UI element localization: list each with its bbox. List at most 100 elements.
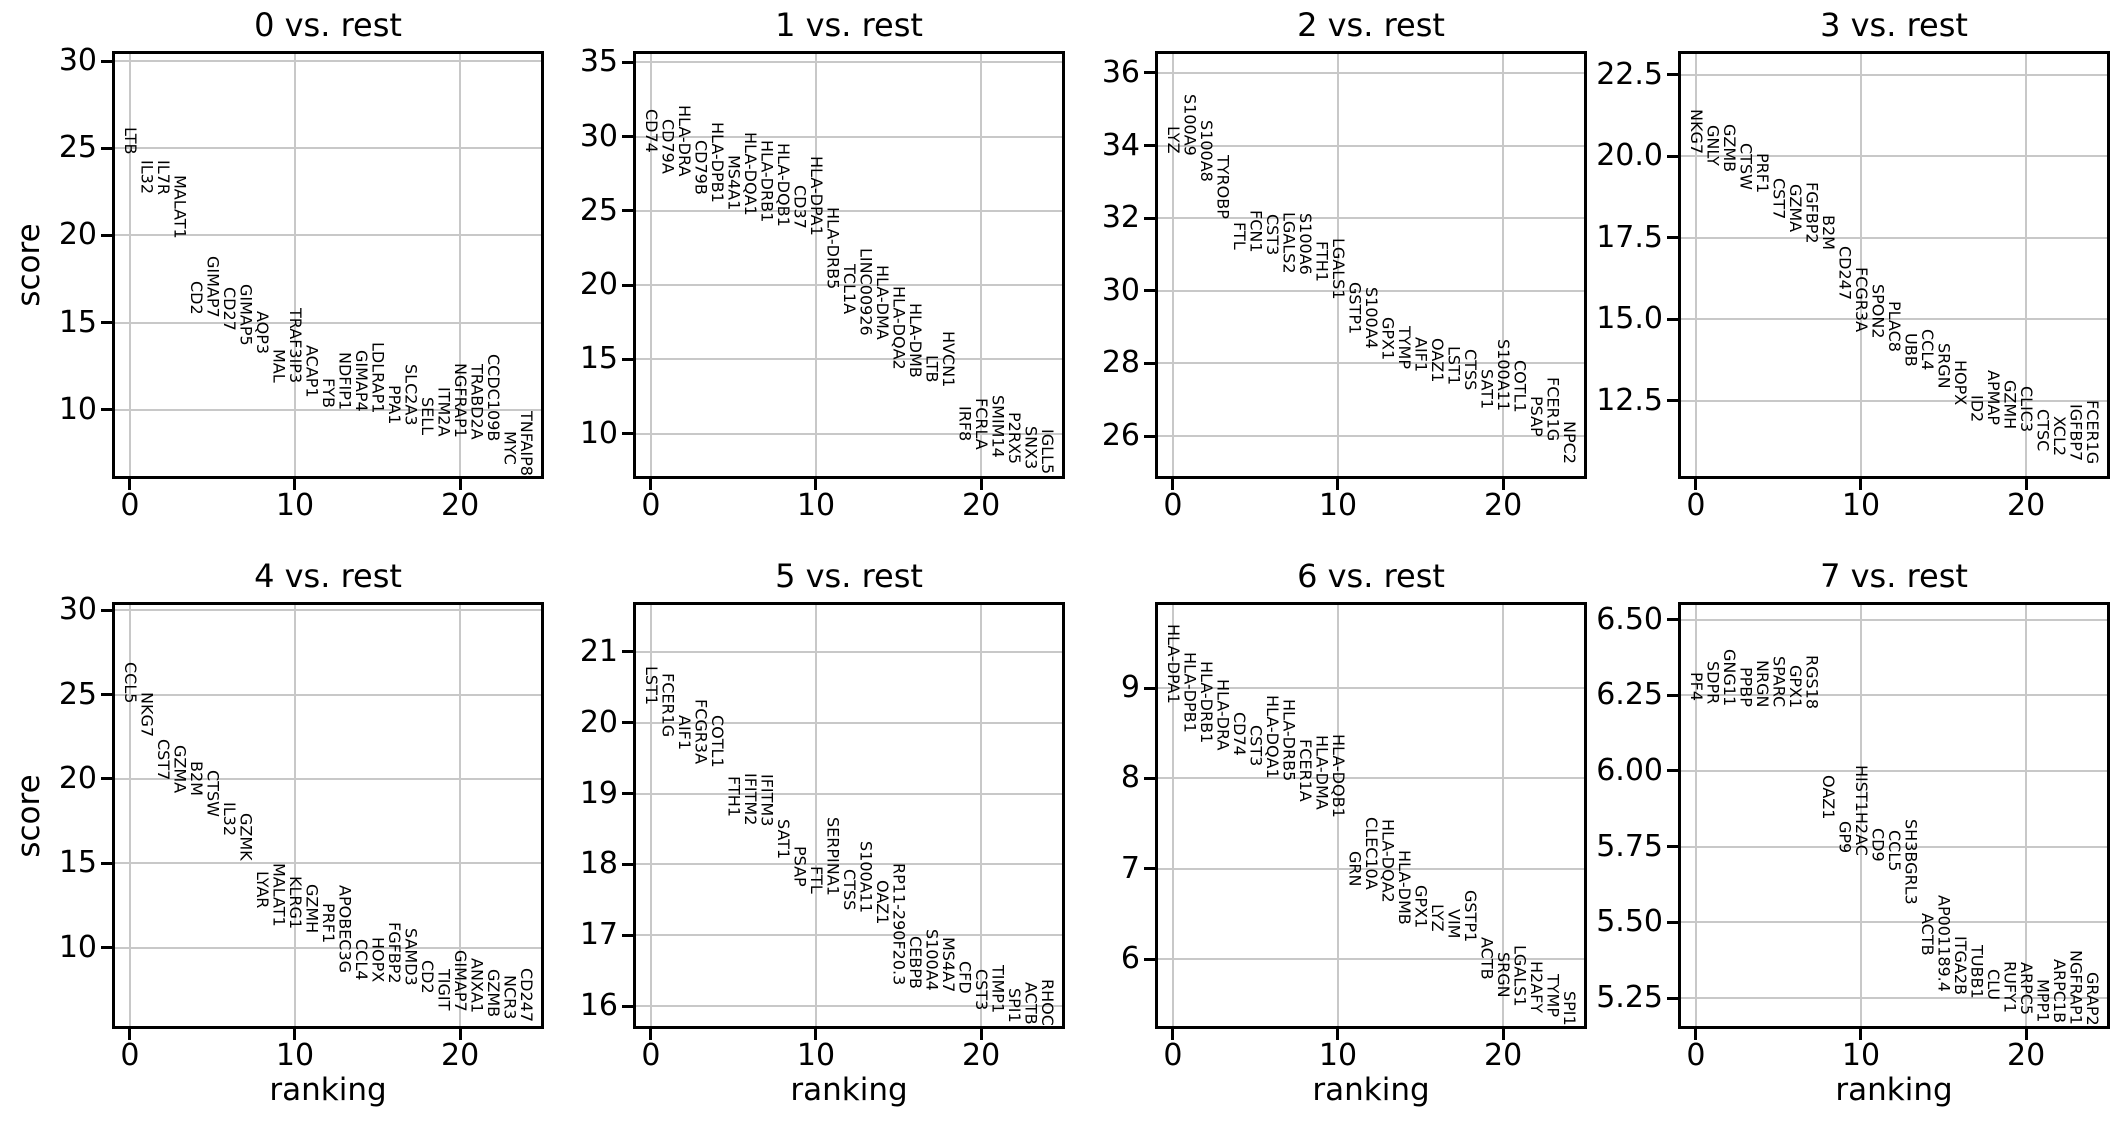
y-tick-label: 5.50: [1596, 904, 1663, 940]
y-tick-mark: [622, 209, 633, 213]
gene-label: SRGN: [1494, 952, 1514, 998]
gridline-horizontal: [1158, 71, 1584, 74]
y-tick-mark: [622, 862, 633, 866]
gene-label: CD37: [790, 184, 810, 229]
y-tick-mark: [622, 283, 633, 287]
y-tick-label: 9: [1120, 670, 1140, 706]
x-tick-label: 20: [961, 1038, 1001, 1073]
gene-label: SNX3: [1021, 426, 1041, 470]
gene-label: HLA-DQA1: [740, 132, 760, 216]
panel-title: 0 vs. rest: [254, 6, 402, 44]
gridline-vertical: [1336, 605, 1339, 1026]
gene-label: CCL5: [120, 661, 140, 704]
gridline-horizontal: [636, 61, 1062, 64]
x-tick-mark: [293, 479, 297, 490]
gene-label: CTSC: [2033, 408, 2053, 451]
gene-label: S100A6: [1295, 213, 1315, 276]
x-tick-label: 0: [641, 1038, 661, 1073]
panel-7: 5.25 5.50 5.75 6.00 6.25 6.50 0 10 20 PF4 SDPR GNG1…: [1596, 559, 2110, 1107]
gene-label: TRAF3IP3: [285, 308, 305, 384]
gridline-vertical: [2025, 605, 2028, 1026]
x-tick-label: 0: [120, 1038, 140, 1073]
gridline-vertical: [459, 605, 462, 1026]
gene-label: HLA-DRB1: [757, 140, 777, 223]
y-tick-mark: [101, 693, 112, 696]
x-tick-mark: [293, 1029, 297, 1040]
x-tick-label: 10: [796, 488, 836, 523]
gene-label: AIF1: [1411, 337, 1431, 373]
x-tick-label: 20: [1483, 1038, 1523, 1073]
gene-label: NCR3: [500, 974, 520, 1020]
gene-label: HLA-DRB5: [1279, 698, 1299, 782]
gene-label: PSAP: [790, 846, 810, 888]
gene-label: CCDC109B: [484, 354, 504, 442]
x-tick-label: 10: [275, 488, 315, 523]
gene-label: TNFAIP8: [517, 410, 537, 476]
gene-label: CTSW: [203, 770, 223, 818]
gridline-vertical: [459, 54, 462, 476]
y-tick-label: 20: [58, 217, 97, 253]
gene-label: ACAP1: [302, 345, 322, 398]
y-tick-label: 34: [1101, 127, 1140, 163]
gridline-horizontal: [636, 721, 1062, 724]
gridline-vertical: [1171, 54, 1174, 476]
gridline-horizontal: [1681, 73, 2107, 76]
x-tick-label: 0: [1686, 488, 1706, 523]
y-tick-mark: [1144, 289, 1155, 293]
x-tick-mark: [1171, 1029, 1175, 1040]
gene-label: GZMA: [170, 745, 190, 794]
y-tick-mark: [1667, 996, 1678, 1000]
gene-label: FTL: [806, 865, 826, 894]
gene-label: CST3: [1246, 725, 1266, 767]
gene-label: FGFBP2: [385, 921, 405, 984]
y-tick-mark: [101, 861, 112, 865]
gridline-horizontal: [636, 358, 1062, 361]
gene-label: GZMB: [1719, 124, 1739, 173]
x-tick-mark: [1336, 1029, 1340, 1040]
gene-label: CD74: [641, 108, 661, 153]
gridline-vertical: [1502, 605, 1505, 1026]
gene-label: PPA1: [385, 385, 405, 425]
x-tick-label: 20: [440, 488, 480, 523]
x-axis-label: ranking: [1835, 1072, 1953, 1108]
gene-label: HLA-DRA: [674, 105, 694, 177]
gridline-vertical: [2025, 54, 2028, 476]
y-tick-label: 21: [579, 633, 618, 669]
gene-label: LINC00926: [856, 248, 876, 337]
gene-label: TIGIT: [434, 968, 454, 1011]
gridline-horizontal: [1681, 618, 2107, 621]
gene-label: NKG7: [137, 692, 157, 738]
y-tick-mark: [1144, 686, 1155, 690]
y-tick-mark: [101, 59, 112, 63]
gridline-horizontal: [1681, 236, 2107, 239]
gene-label: FTH1: [1312, 240, 1332, 282]
gene-label: SAT1: [773, 818, 793, 859]
y-tick-label: 6.25: [1596, 677, 1663, 713]
gridline-horizontal: [636, 209, 1062, 212]
gridline-horizontal: [636, 432, 1062, 435]
gene-label: CTSW: [1736, 142, 1756, 190]
gene-label: ARPC5: [2017, 961, 2037, 1015]
gene-label: H2AFY: [1527, 961, 1547, 1014]
gene-label: ITM2A: [434, 387, 454, 437]
y-tick-mark: [101, 408, 112, 412]
y-tick-mark: [622, 650, 633, 654]
gene-label: IL32: [137, 160, 157, 195]
gene-label: ACTB: [1477, 937, 1497, 980]
gridline-horizontal: [1158, 144, 1584, 147]
gene-label: OAZ1: [1428, 337, 1448, 382]
gene-label: IL32: [219, 802, 239, 837]
x-tick-mark: [814, 479, 818, 490]
gene-label: CLEC10A: [1362, 816, 1381, 890]
gridline-horizontal: [1158, 687, 1584, 690]
panel-title: 2 vs. rest: [1297, 6, 1445, 44]
gridline-vertical: [649, 605, 652, 1026]
y-tick-label: 5.75: [1596, 828, 1663, 864]
x-tick-label: 10: [1318, 1038, 1358, 1073]
gene-label: S100A8: [1196, 120, 1216, 182]
gene-label: IL7R: [153, 160, 173, 196]
y-tick-label: 8: [1120, 760, 1140, 796]
y-tick-label: 5.25: [1596, 980, 1663, 1016]
gene-label: B2M: [186, 760, 206, 796]
gridline-horizontal: [1158, 777, 1584, 780]
